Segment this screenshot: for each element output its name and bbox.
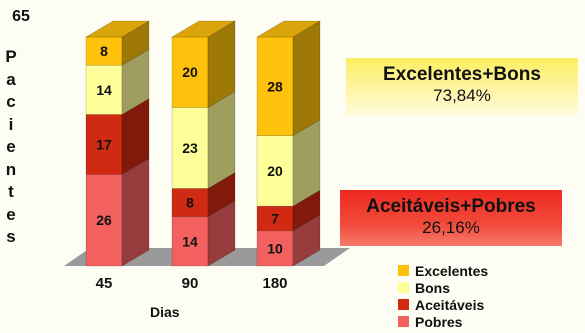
bar-side-45-pobres [121,157,150,267]
data-label-180-excelentes: 28 [267,78,283,94]
bar-top-90 [170,20,237,38]
legend-label-bons: Bons [415,279,450,296]
bar-90-pobres [171,216,209,267]
data-label-90-bons: 23 [182,140,198,156]
legend-swatch-excelentes [398,265,409,276]
bars-layer: 26 17 14 8 14 8 23 20 10 7 20 28 [84,20,322,267]
legend-item-pobres: Pobres [398,313,488,330]
legend-item-bons: Bons [398,279,488,296]
bar-180-pobres [256,230,294,267]
bar-180-bons [256,135,294,207]
y-axis-max-label: 65 [12,8,30,25]
data-label-180-bons: 20 [267,163,283,179]
legend: Excelentes Bons Aceitáveis Pobres [398,262,488,330]
bar-stack-45: 26 17 14 8 [84,20,151,267]
bar-90-bons [171,107,209,189]
data-label-45-pobres: 26 [96,212,112,228]
legend-swatch-bons [398,282,409,293]
legend-swatch-pobres [398,316,409,327]
x-tick-45: 45 [96,275,113,292]
bar-top-180 [255,20,322,38]
data-label-45-aceitaveis: 17 [96,136,112,152]
data-label-90-aceitaveis: 8 [186,195,194,211]
bar-stack-180: 10 7 20 28 [255,20,322,267]
legend-label-pobres: Pobres [415,313,463,330]
bar-45-excelentes [85,36,123,66]
bar-180-excelentes [256,36,294,136]
data-label-180-aceitaveis: 7 [271,210,279,226]
summary-excellent-good: Excelentes+Bons 73,84% [346,58,578,116]
data-label-90-pobres: 14 [182,233,198,249]
bar-side-90-bons [207,90,236,190]
x-tick-90: 90 [182,275,199,292]
data-label-45-bons: 14 [96,82,112,98]
bar-top-45 [84,20,151,38]
legend-item-aceitaveis: Aceitáveis [398,296,488,313]
x-axis-label: Dias [150,304,180,320]
legend-swatch-aceitaveis [398,299,409,310]
summary-acceptable-poor-value: 26,16% [422,218,480,237]
y-axis-label: Pacientes [5,47,37,246]
bar-45-aceitaveis [85,114,123,175]
x-tick-180: 180 [262,275,287,292]
summary-excellent-good-value: 73,84% [433,86,491,105]
summary-excellent-good-label: Excelentes+Bons [383,64,541,85]
legend-item-excelentes: Excelentes [398,262,488,279]
data-label-180-pobres: 10 [267,240,283,256]
summary-acceptable-poor: Aceitáveis+Pobres 26,16% [340,190,562,246]
data-label-45-excelentes: 8 [100,43,108,59]
summary-acceptable-poor-label: Aceitáveis+Pobres [366,196,536,217]
data-label-90-excelentes: 20 [182,64,198,80]
bar-180-aceitaveis [256,205,294,232]
bar-45-bons [85,64,123,115]
bar-side-180-excelentes [292,20,321,137]
legend-label-excelentes: Excelentes [415,262,489,279]
bar-stack-90: 14 8 23 20 [170,20,237,267]
legend-label-aceitaveis: Aceitáveis [415,296,485,313]
x-ticks-layer: 45 90 180 [96,275,288,292]
